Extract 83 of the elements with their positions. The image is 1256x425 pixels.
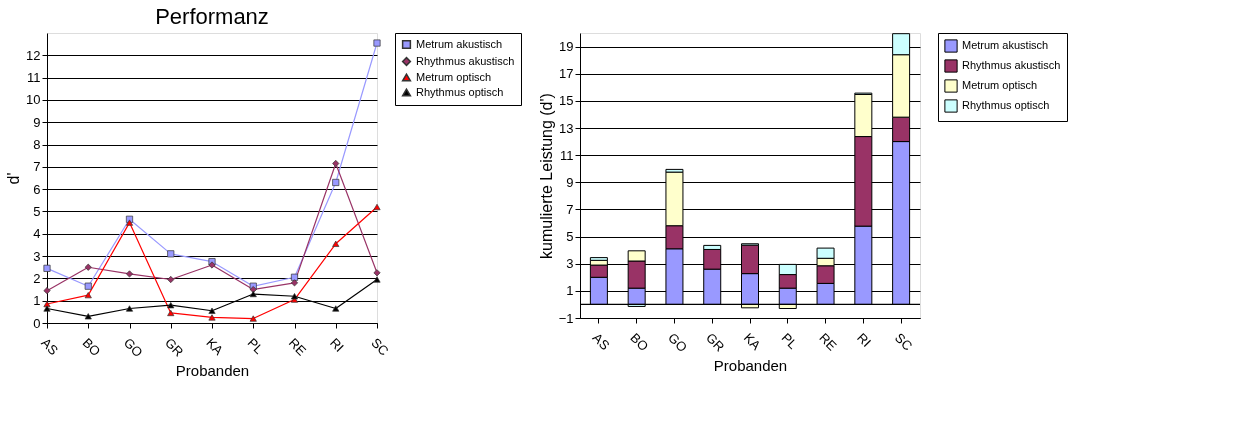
y-tick-label: 3 — [33, 248, 41, 264]
x-tick-label: AS — [589, 330, 613, 354]
point — [84, 263, 92, 271]
x-tick-label: BO — [79, 335, 104, 359]
y-tick-label: 8 — [33, 137, 41, 153]
point — [373, 269, 381, 277]
x-tick-label: AS — [38, 335, 62, 359]
legend-label: Metrum optisch — [962, 79, 1038, 91]
x-tick-label: SC — [891, 330, 916, 354]
point — [43, 287, 51, 295]
x-tick-label: KA — [740, 330, 764, 354]
y-tick-label: 1 — [566, 283, 574, 299]
y-axis-title: d' — [5, 172, 23, 185]
y-tick-label: 3 — [566, 256, 574, 272]
y-tick-label: 2 — [33, 270, 41, 286]
x-tick-label: PL — [244, 335, 267, 357]
y-tick-label: 19 — [559, 39, 574, 55]
y-tick-label: 17 — [559, 66, 574, 82]
point — [332, 305, 340, 312]
x-tick-label: KA — [203, 335, 227, 359]
legend-label: Rhythmus optisch — [962, 99, 1050, 111]
x-axis-title: Probanden — [713, 356, 788, 374]
point — [167, 309, 175, 317]
y-tick-label: 0 — [33, 315, 41, 331]
x-tick-label: GO — [665, 330, 691, 355]
point — [290, 273, 299, 281]
y-tick-label: 7 — [33, 159, 41, 175]
y-tick-label: 1 — [33, 293, 41, 309]
point — [373, 276, 381, 283]
point — [332, 159, 340, 168]
point — [167, 250, 175, 258]
y-tick-label: −1 — [558, 310, 574, 326]
y-tick-label: 13 — [559, 120, 574, 136]
point — [125, 270, 134, 278]
x-tick-label: RE — [285, 335, 310, 359]
chart-title: Performanz — [155, 3, 269, 29]
point — [125, 305, 134, 312]
point — [125, 219, 134, 226]
y-tick-label: 4 — [33, 226, 41, 242]
x-tick-label: GR — [703, 330, 728, 355]
point — [167, 302, 175, 309]
y-tick-label: 10 — [26, 92, 41, 108]
y-axis-title: kumulierte Leistung (d') — [537, 93, 555, 259]
x-tick-label: PL — [778, 330, 801, 352]
y-tick-label: 6 — [33, 181, 41, 197]
point — [249, 315, 257, 322]
point — [43, 264, 51, 272]
point — [249, 290, 257, 298]
y-tick-label: 7 — [566, 201, 574, 217]
point — [332, 240, 340, 247]
x-tick-label: RE — [816, 330, 840, 354]
point — [84, 313, 92, 320]
legend-label: Metrum optisch — [416, 70, 492, 83]
x-tick-label: SC — [368, 335, 392, 359]
x-axis-title: Probanden — [175, 361, 250, 379]
point — [290, 279, 299, 287]
x-tick-label: GO — [120, 335, 146, 360]
x-tick-label: GR — [162, 335, 187, 360]
point — [208, 307, 216, 314]
y-tick-label: 12 — [26, 47, 41, 63]
legend-label: Rhythmus akustisch — [416, 54, 515, 67]
point — [84, 292, 92, 299]
y-tick-label: 15 — [559, 93, 574, 109]
point — [84, 282, 92, 290]
y-tick-label: 9 — [566, 174, 574, 190]
y-tick-label: 9 — [33, 114, 41, 130]
y-tick-label: 11 — [27, 70, 41, 86]
x-tick-label: RI — [327, 335, 347, 355]
y-tick-label: 11 — [560, 147, 574, 163]
x-tick-label: BO — [627, 330, 652, 354]
point — [373, 39, 381, 47]
legend-label: Metrum akustisch — [416, 37, 503, 50]
x-tick-label: RI — [854, 330, 874, 350]
point — [43, 305, 51, 312]
y-tick-label: 5 — [566, 229, 574, 245]
legend-label: Rhythmus akustisch — [962, 59, 1061, 71]
point — [208, 314, 216, 321]
legend-label: Metrum akustisch — [962, 39, 1049, 51]
point — [373, 203, 381, 211]
y-tick-label: 5 — [33, 203, 41, 219]
point — [332, 178, 340, 186]
point — [167, 275, 175, 284]
legend-label: Rhythmus optisch — [416, 85, 504, 98]
